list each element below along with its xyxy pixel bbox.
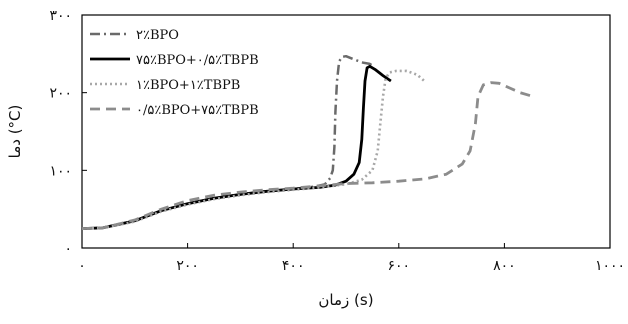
plot-border xyxy=(81,14,611,249)
x-tick-label: ۰ xyxy=(78,258,86,274)
legend-label-1: ۲٪BPO xyxy=(136,28,179,43)
legend-label-4: ۰/۵٪BPO+۷۵٪TBPB xyxy=(136,103,259,118)
x-tick-label: ۶۰۰ xyxy=(388,258,411,274)
x-tick-label: ۸۰۰ xyxy=(493,258,516,274)
legend-label-3: ۱٪BPO+۱٪TBPB xyxy=(136,78,240,93)
legend: ۲٪BPO ۷۵٪BPO+۰/۵٪TBPB ۱٪BPO+۱٪TBPB ۰/۵٪BPO+… xyxy=(90,28,259,118)
x-axis-label: زمان (s) xyxy=(318,291,373,309)
axis-ticks: ۰ ۲۰۰ ۴۰۰ ۶۰۰ ۸۰۰ ۱۰۰۰ ۰ ۱۰۰ ۲۰۰ ۳۰۰ xyxy=(49,8,625,274)
y-tick-label: ۲۰۰ xyxy=(49,86,72,102)
y-tick-label: ۰ xyxy=(64,241,72,257)
legend-label-2: ۷۵٪BPO+۰/۵٪TBPB xyxy=(136,53,259,68)
series-line-3 xyxy=(81,69,427,230)
x-tick-label: ۲۰۰ xyxy=(176,258,199,274)
y-tick-label: ۱۰۰ xyxy=(49,163,72,179)
plot-frame xyxy=(81,14,611,249)
y-axis-label: دما (°C) xyxy=(6,105,24,159)
x-tick-label: ۴۰۰ xyxy=(282,258,305,274)
series-lines xyxy=(81,54,532,230)
y-tick-label: ۳۰۰ xyxy=(49,8,72,24)
x-tick-label: ۱۰۰۰ xyxy=(595,258,625,274)
series-line-4 xyxy=(81,81,532,230)
